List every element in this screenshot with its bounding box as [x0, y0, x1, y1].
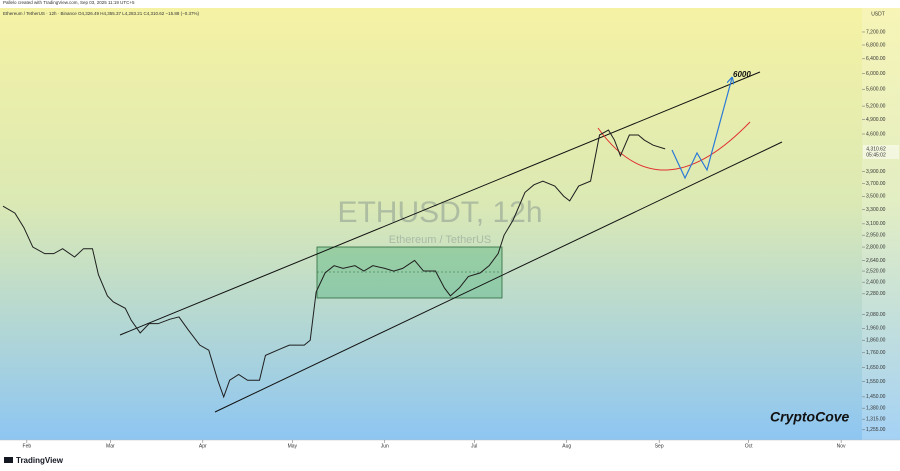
x-tick-label: Aug — [562, 443, 571, 449]
plot-bg — [0, 8, 862, 440]
axis-bg — [862, 8, 900, 440]
watermark-title: ETHUSDT, 12h — [337, 196, 542, 229]
target-label: 6000 — [733, 70, 751, 79]
y-tick-label: 3,500.00 — [866, 194, 886, 200]
price-label: 4,310.62 — [866, 146, 886, 152]
y-tick-label: 7,200.00 — [866, 29, 886, 35]
countdown: 05:45:02 — [866, 152, 886, 158]
y-tick-label: 6,400.00 — [866, 56, 886, 62]
y-tick-label: 1,255.00 — [866, 427, 886, 433]
x-tick-label: Oct — [745, 443, 753, 449]
y-tick-label: 6,000.00 — [866, 71, 886, 77]
y-tick-label: 2,800.00 — [866, 244, 886, 250]
y-tick-label: 1,315.00 — [866, 416, 886, 422]
credit: Pallelo created with TradingView.com, Se… — [3, 0, 135, 5]
channel-lower — [214, 141, 783, 413]
x-tick-label: Apr — [199, 443, 207, 449]
y-tick-label: 2,640.00 — [866, 258, 886, 264]
channel-upper — [119, 71, 761, 336]
y-tick-label: 3,100.00 — [866, 221, 886, 227]
y-tick-label: 6,800.00 — [866, 42, 886, 48]
y-tick-label: 2,520.00 — [866, 268, 886, 274]
x-tick-label: Mar — [106, 443, 115, 449]
arc — [597, 121, 751, 171]
x-tick-label: Jun — [381, 443, 389, 449]
y-tick-label: 4,900.00 — [866, 117, 886, 123]
y-tick-label: 1,380.00 — [866, 406, 886, 412]
y-tick-label: 1,760.00 — [866, 350, 886, 356]
brand: CryptoCove — [770, 409, 850, 425]
footer-logo: TradingView — [16, 456, 64, 465]
x-tick-label: Jul — [471, 443, 477, 449]
y-tick-label: 1,960.00 — [866, 326, 886, 332]
watermark-subtitle: Ethereum / TetherUS — [389, 234, 492, 246]
y-tick-label: 5,200.00 — [866, 103, 886, 109]
y-tick-label: 1,650.00 — [866, 365, 886, 371]
projection — [671, 78, 732, 180]
y-tick-label: 5,600.00 — [866, 87, 886, 93]
y-tick-label: 2,080.00 — [866, 312, 886, 318]
y-tick-label: 1,860.00 — [866, 338, 886, 344]
footer — [0, 452, 900, 471]
x-tick-label: May — [288, 443, 298, 449]
y-tick-label: 2,950.00 — [866, 233, 886, 239]
y-tick-label: 1,450.00 — [866, 394, 886, 400]
symbol-line: Ethereum / TetherUS · 12h · Binance O4,3… — [3, 11, 200, 16]
logo-icon — [4, 457, 13, 463]
y-tick-label: 2,400.00 — [866, 279, 886, 285]
y-tick-label: 3,700.00 — [866, 181, 886, 187]
price-box — [863, 145, 899, 159]
range-box — [316, 246, 503, 299]
y-tick-label: 2,280.00 — [866, 291, 886, 297]
y-tick-label: 1,550.00 — [866, 379, 886, 385]
price-line — [2, 129, 666, 399]
x-tick-label: Sep — [655, 443, 664, 449]
x-tick-label: Feb — [23, 443, 32, 449]
y-unit: USDT — [871, 11, 885, 17]
y-tick-label: 4,600.00 — [866, 131, 886, 137]
y-tick-label: 3,900.00 — [866, 169, 886, 175]
y-tick-label: 3,300.00 — [866, 207, 886, 213]
x-tick-label: Nov — [837, 443, 846, 449]
